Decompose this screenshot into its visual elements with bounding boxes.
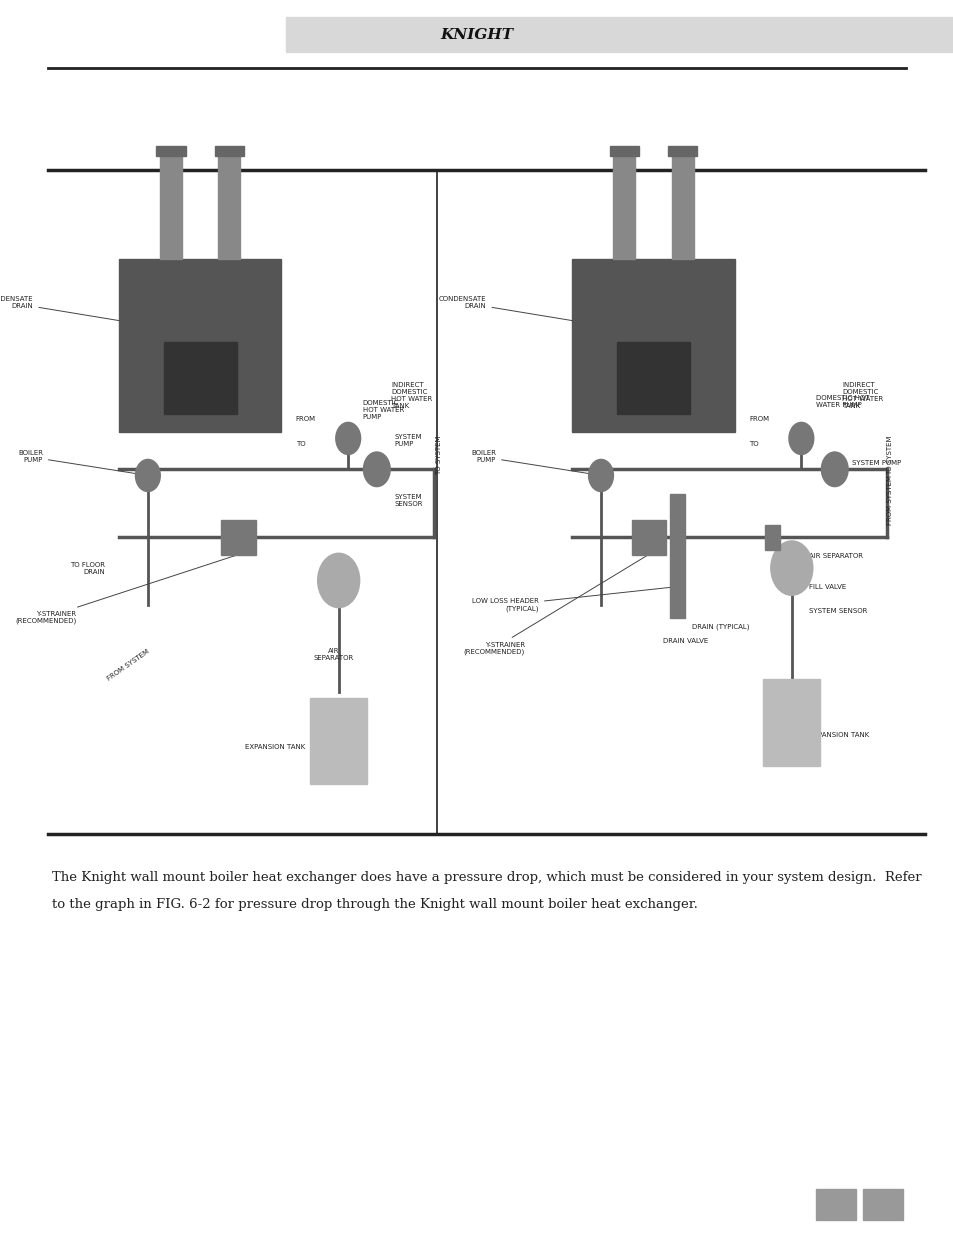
Text: TO SYSTEM: TO SYSTEM bbox=[436, 436, 441, 475]
Text: SYSTEM
PUMP: SYSTEM PUMP bbox=[394, 433, 421, 447]
Circle shape bbox=[821, 452, 847, 487]
Bar bbox=[164, 342, 236, 414]
Text: to the graph in FIG. 6-2 for pressure drop through the Knight wall mount boiler : to the graph in FIG. 6-2 for pressure dr… bbox=[52, 898, 698, 911]
Text: Y-STRAINER
(RECOMMENDED): Y-STRAINER (RECOMMENDED) bbox=[463, 556, 646, 655]
Bar bbox=[218, 154, 240, 259]
Bar bbox=[764, 525, 780, 550]
Text: DRAIN VALVE: DRAIN VALVE bbox=[662, 638, 707, 645]
Bar bbox=[631, 520, 665, 555]
Circle shape bbox=[770, 541, 812, 595]
Text: DOMESTIC HOT
WATER PUMP: DOMESTIC HOT WATER PUMP bbox=[815, 394, 868, 408]
Bar bbox=[221, 520, 255, 555]
Circle shape bbox=[335, 422, 360, 454]
Text: TO SYSTEM: TO SYSTEM bbox=[886, 436, 892, 475]
Text: LOW LOSS HEADER
(TYPICAL): LOW LOSS HEADER (TYPICAL) bbox=[472, 587, 674, 611]
Bar bbox=[572, 259, 734, 432]
Circle shape bbox=[317, 553, 359, 608]
Bar bbox=[286, 17, 953, 52]
Bar bbox=[613, 154, 635, 259]
Bar bbox=[669, 494, 684, 618]
Text: EXPANSION TANK: EXPANSION TANK bbox=[245, 745, 305, 750]
Text: DRAIN (TYPICAL): DRAIN (TYPICAL) bbox=[691, 624, 748, 630]
Text: AIR
SEPARATOR: AIR SEPARATOR bbox=[314, 648, 354, 662]
Bar bbox=[160, 154, 182, 259]
Text: SYSTEM SENSOR: SYSTEM SENSOR bbox=[808, 609, 866, 614]
Text: FILL VALVE: FILL VALVE bbox=[808, 584, 845, 589]
Text: TO: TO bbox=[748, 441, 758, 447]
Text: AIR SEPARATOR: AIR SEPARATOR bbox=[808, 553, 862, 558]
Text: EXPANSION TANK: EXPANSION TANK bbox=[808, 732, 868, 737]
Bar bbox=[671, 154, 693, 259]
Text: TO: TO bbox=[295, 441, 305, 447]
Bar bbox=[617, 342, 689, 414]
Bar bbox=[310, 698, 367, 784]
Text: FROM: FROM bbox=[295, 416, 315, 422]
Circle shape bbox=[788, 422, 813, 454]
Bar bbox=[667, 146, 697, 156]
Text: DOMESTIC
HOT WATER
PUMP: DOMESTIC HOT WATER PUMP bbox=[362, 400, 403, 420]
Bar bbox=[214, 146, 244, 156]
Bar bbox=[815, 1189, 855, 1220]
Bar bbox=[609, 146, 639, 156]
Bar bbox=[762, 679, 820, 766]
Text: FROM: FROM bbox=[748, 416, 768, 422]
Text: INDIRECT
DOMESTIC
HOT WATER
TANK: INDIRECT DOMESTIC HOT WATER TANK bbox=[841, 382, 882, 409]
Circle shape bbox=[363, 452, 390, 487]
Text: BOILER
PUMP: BOILER PUMP bbox=[471, 451, 598, 475]
Circle shape bbox=[588, 459, 613, 492]
Text: SYSTEM
SENSOR: SYSTEM SENSOR bbox=[394, 494, 422, 508]
Bar bbox=[156, 146, 186, 156]
Circle shape bbox=[135, 459, 160, 492]
Text: TO FLOOR
DRAIN: TO FLOOR DRAIN bbox=[70, 562, 105, 574]
Text: FROM SYSTEM: FROM SYSTEM bbox=[886, 475, 892, 525]
Text: Y-STRAINER
(RECOMMENDED): Y-STRAINER (RECOMMENDED) bbox=[15, 556, 235, 624]
Text: KNIGHT: KNIGHT bbox=[440, 27, 513, 42]
Bar bbox=[862, 1189, 902, 1220]
Text: FROM SYSTEM: FROM SYSTEM bbox=[107, 648, 151, 682]
Text: The Knight wall mount boiler heat exchanger does have a pressure drop, which mus: The Knight wall mount boiler heat exchan… bbox=[52, 871, 922, 884]
Text: CONDENSATE
DRAIN: CONDENSATE DRAIN bbox=[0, 296, 119, 321]
Text: INDIRECT
DOMESTIC
HOT WATER
TANK: INDIRECT DOMESTIC HOT WATER TANK bbox=[391, 382, 432, 409]
Bar bbox=[119, 259, 281, 432]
Text: SYSTEM PUMP: SYSTEM PUMP bbox=[851, 461, 901, 466]
Text: BOILER
PUMP: BOILER PUMP bbox=[18, 451, 145, 475]
Text: CONDENSATE
DRAIN: CONDENSATE DRAIN bbox=[438, 296, 572, 321]
